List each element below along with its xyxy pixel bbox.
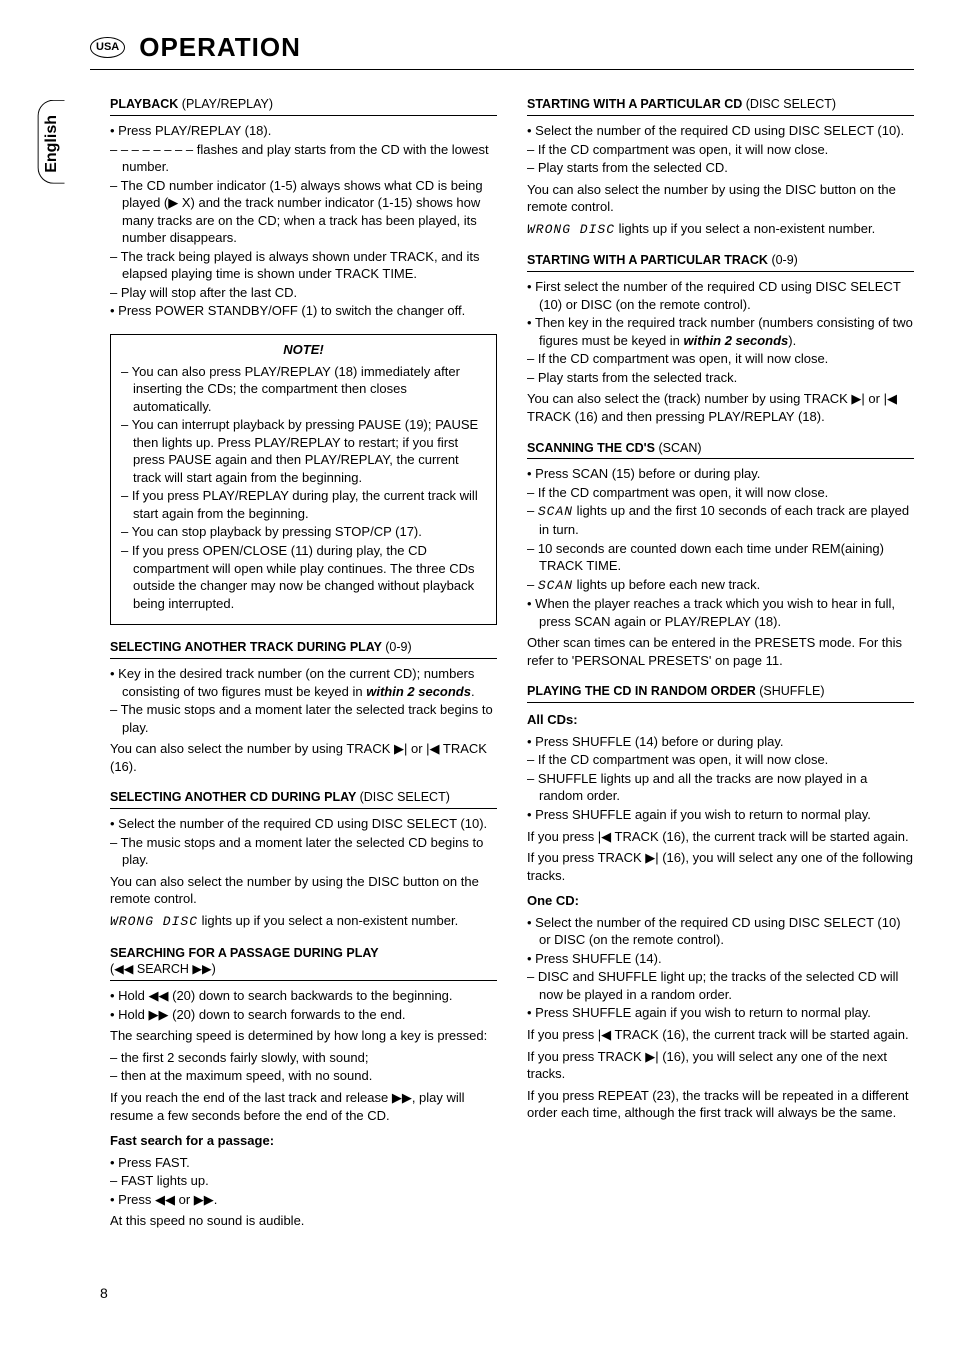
- shuffle-all-after2: If you press TRACK ▶| (16), you will sel…: [527, 849, 914, 884]
- list-item: Press SHUFFLE (14) before or during play…: [527, 733, 914, 751]
- list-item: Select the number of the required CD usi…: [527, 122, 914, 140]
- note-list: You can also press PLAY/REPLAY (18) imme…: [121, 363, 486, 613]
- fast-search-after: At this speed no sound is audible.: [110, 1212, 497, 1230]
- search-after: The searching speed is determined by how…: [110, 1027, 497, 1045]
- list-item: Key in the desired track number (on the …: [110, 665, 497, 700]
- list-item: Press POWER STANDBY/OFF (1) to switch th…: [110, 302, 497, 320]
- shuffle-one-title: One CD:: [527, 892, 914, 910]
- sel-cd-after1: You can also select the number by using …: [110, 873, 497, 908]
- list-item: Press SHUFFLE again if you wish to retur…: [527, 1004, 914, 1022]
- list-item: Press ◀◀ or ▶▶.: [110, 1191, 497, 1209]
- shuffle-one-after2: If you press TRACK ▶| (16), you will sel…: [527, 1048, 914, 1083]
- list-item: Hold ◀◀ (20) down to search backwards to…: [110, 987, 497, 1005]
- page-title: OPERATION: [139, 30, 301, 65]
- start-track-after: You can also select the (track) number b…: [527, 390, 914, 425]
- search-after2: If you reach the end of the last track a…: [110, 1089, 497, 1124]
- section-sel-track-title: SELECTING ANOTHER TRACK DURING PLAY (0-9…: [110, 639, 497, 659]
- fast-search-list: Press FAST.FAST lights up.Press ◀◀ or ▶▶…: [110, 1154, 497, 1209]
- list-item: First select the number of the required …: [527, 278, 914, 313]
- shuffle-one-after1: If you press |◀ TRACK (16), the current …: [527, 1026, 914, 1044]
- start-cd-after2: WRONG DISC lights up if you select a non…: [527, 220, 914, 239]
- list-item: If you press OPEN/CLOSE (11) during play…: [121, 542, 486, 612]
- list-item: – – – – – – – flashes and play starts fr…: [110, 141, 497, 176]
- left-column: PLAYBACK (PLAY/REPLAY) Press PLAY/REPLAY…: [110, 82, 497, 1234]
- list-item: Select the number of the required CD usi…: [110, 815, 497, 833]
- search-list: Hold ◀◀ (20) down to search backwards to…: [110, 987, 497, 1023]
- list-item: the first 2 seconds fairly slowly, with …: [110, 1049, 497, 1067]
- list-item: If the CD compartment was open, it will …: [527, 484, 914, 502]
- start-cd-after1: You can also select the number by using …: [527, 181, 914, 216]
- list-item: 10 seconds are counted down each time un…: [527, 540, 914, 575]
- sel-cd-list: Select the number of the required CD usi…: [110, 815, 497, 869]
- shuffle-all-list: Press SHUFFLE (14) before or during play…: [527, 733, 914, 824]
- list-item: Play starts from the selected CD.: [527, 159, 914, 177]
- section-start-track-title: STARTING WITH A PARTICULAR TRACK (0-9): [527, 252, 914, 272]
- list-item: Play starts from the selected track.: [527, 369, 914, 387]
- list-item: You can stop playback by pressing STOP/C…: [121, 523, 486, 541]
- section-search-title: SEARCHING FOR A PASSAGE DURING PLAY(◀◀ S…: [110, 945, 497, 982]
- list-item: SCAN lights up before each new track.: [527, 576, 914, 595]
- list-item: If you press PLAY/REPLAY during play, th…: [121, 487, 486, 522]
- language-tab: English: [38, 100, 65, 184]
- list-item: Hold ▶▶ (20) down to search forwards to …: [110, 1006, 497, 1024]
- start-track-list: First select the number of the required …: [527, 278, 914, 386]
- section-sel-cd-title: SELECTING ANOTHER CD DURING PLAY (DISC S…: [110, 789, 497, 809]
- shuffle-one-after3: If you press REPEAT (23), the tracks wil…: [527, 1087, 914, 1122]
- section-start-cd-title: STARTING WITH A PARTICULAR CD (DISC SELE…: [527, 96, 914, 116]
- section-shuffle-title: PLAYING THE CD IN RANDOM ORDER (SHUFFLE): [527, 683, 914, 703]
- list-item: When the player reaches a track which yo…: [527, 595, 914, 630]
- note-title: NOTE!: [121, 341, 486, 359]
- start-cd-list: Select the number of the required CD usi…: [527, 122, 914, 177]
- list-item: DISC and SHUFFLE light up; the tracks of…: [527, 968, 914, 1003]
- list-item: You can also press PLAY/REPLAY (18) imme…: [121, 363, 486, 416]
- section-playback-title: PLAYBACK (PLAY/REPLAY): [110, 96, 497, 116]
- list-item: SCAN lights up and the first 10 seconds …: [527, 502, 914, 538]
- fast-search-title: Fast search for a passage:: [110, 1132, 497, 1150]
- list-item: Press FAST.: [110, 1154, 497, 1172]
- scan-after: Other scan times can be entered in the P…: [527, 634, 914, 669]
- shuffle-one-list: Select the number of the required CD usi…: [527, 914, 914, 1022]
- section-scan-title: SCANNING THE CD'S (SCAN): [527, 440, 914, 460]
- right-column: STARTING WITH A PARTICULAR CD (DISC SELE…: [527, 82, 914, 1234]
- list-item: Press PLAY/REPLAY (18).: [110, 122, 497, 140]
- sel-track-list: Key in the desired track number (on the …: [110, 665, 497, 736]
- sel-cd-after2: WRONG DISC lights up if you select a non…: [110, 912, 497, 931]
- list-item: Select the number of the required CD usi…: [527, 914, 914, 949]
- list-item: FAST lights up.: [110, 1172, 497, 1190]
- page-number: 8: [100, 1284, 914, 1303]
- list-item: The music stops and a moment later the s…: [110, 834, 497, 869]
- content-columns: PLAYBACK (PLAY/REPLAY) Press PLAY/REPLAY…: [110, 82, 914, 1234]
- list-item: Press SHUFFLE again if you wish to retur…: [527, 806, 914, 824]
- shuffle-all-title: All CDs:: [527, 711, 914, 729]
- list-item: If the CD compartment was open, it will …: [527, 350, 914, 368]
- scan-list: Press SCAN (15) before or during play.If…: [527, 465, 914, 630]
- list-item: SHUFFLE lights up and all the tracks are…: [527, 770, 914, 805]
- list-item: Press SCAN (15) before or during play.: [527, 465, 914, 483]
- shuffle-all-after1: If you press |◀ TRACK (16), the current …: [527, 828, 914, 846]
- sel-track-after: You can also select the number by using …: [110, 740, 497, 775]
- search-list2: the first 2 seconds fairly slowly, with …: [110, 1049, 497, 1085]
- list-item: The track being played is always shown u…: [110, 248, 497, 283]
- list-item: The CD number indicator (1-5) always sho…: [110, 177, 497, 247]
- note-box: NOTE! You can also press PLAY/REPLAY (18…: [110, 334, 497, 625]
- list-item: If the CD compartment was open, it will …: [527, 751, 914, 769]
- list-item: Then key in the required track number (n…: [527, 314, 914, 349]
- list-item: You can interrupt playback by pressing P…: [121, 416, 486, 486]
- list-item: Press SHUFFLE (14).: [527, 950, 914, 968]
- list-item: If the CD compartment was open, it will …: [527, 141, 914, 159]
- page-header: USA OPERATION: [90, 30, 914, 70]
- usa-badge: USA: [90, 37, 125, 58]
- playback-list: Press PLAY/REPLAY (18).– – – – – – – fla…: [110, 122, 497, 320]
- list-item: The music stops and a moment later the s…: [110, 701, 497, 736]
- list-item: then at the maximum speed, with no sound…: [110, 1067, 497, 1085]
- list-item: Play will stop after the last CD.: [110, 284, 497, 302]
